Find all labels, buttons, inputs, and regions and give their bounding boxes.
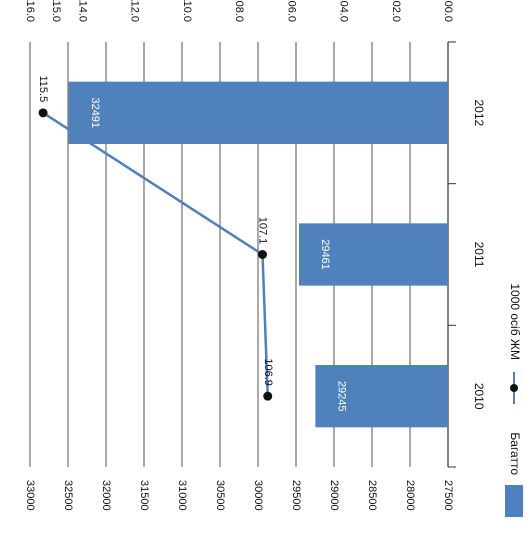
data-labels: 29245 29461 32491 106.9 107.1 115.5 xyxy=(37,75,347,411)
bar-series xyxy=(68,81,449,428)
legend-label-line: 1000 осіб ЖМ xyxy=(508,283,522,360)
secondary-tick-label: 112.0 xyxy=(129,0,141,22)
legend-swatch-bar xyxy=(505,485,523,517)
line-value-label: 115.5 xyxy=(37,75,49,102)
primary-tick-label: 32000 xyxy=(100,480,112,511)
primary-tick-label: 33000 xyxy=(24,480,36,511)
category-label: 2010 xyxy=(472,383,486,410)
bar xyxy=(298,223,448,286)
line-point xyxy=(258,250,268,259)
bar xyxy=(68,81,449,144)
primary-axis-ticks: 33000 32500 32000 31500 31000 30500 30000 29500… xyxy=(24,480,454,511)
primary-tick-label: 28500 xyxy=(366,480,378,511)
line-point xyxy=(263,391,273,401)
series-line xyxy=(42,111,269,397)
line-value-label: 107.1 xyxy=(257,217,269,245)
secondary-tick-label: 106.0 xyxy=(285,0,297,22)
primary-tick-label: 31500 xyxy=(138,480,150,511)
legend-label-bar: Багатто xyxy=(508,432,522,475)
secondary-tick-label: 108.0 xyxy=(233,0,245,22)
primary-tick-label: 27500 xyxy=(442,480,454,511)
category-axis-ticks: 2010 2011 2012 xyxy=(448,41,486,468)
category-label: 2012 xyxy=(472,99,486,126)
secondary-tick-label: 100.0 xyxy=(442,0,454,22)
legend-marker xyxy=(510,384,518,392)
line-series xyxy=(38,108,273,401)
secondary-tick-label: 102.0 xyxy=(390,0,402,22)
secondary-tick-label: 114.0 xyxy=(76,0,88,22)
legend: Багатто 1000 осіб ЖМ xyxy=(505,283,523,517)
category-label: 2011 xyxy=(472,242,486,268)
bar-value-label: 29245 xyxy=(335,381,347,412)
secondary-tick-label: 104.0 xyxy=(338,0,350,22)
bar-value-label: 32491 xyxy=(89,98,101,129)
primary-tick-label: 29500 xyxy=(290,480,302,511)
line-value-label: 106.9 xyxy=(262,358,274,386)
primary-tick-label: 30500 xyxy=(214,480,226,511)
primary-tick-label: 28000 xyxy=(404,480,416,511)
primary-tick-label: 32500 xyxy=(62,480,74,511)
secondary-axis-ticks: 116.0 115.0 114.0 112.0 110.0 108.0 106.0 104.0… xyxy=(24,0,454,22)
secondary-tick-label: 116.0 xyxy=(24,0,36,22)
line-point xyxy=(38,108,48,118)
primary-tick-label: 29000 xyxy=(328,480,340,511)
bar-value-label: 29461 xyxy=(319,239,331,270)
bar xyxy=(315,365,448,428)
primary-tick-label: 31000 xyxy=(176,480,188,511)
secondary-tick-label: 115.0 xyxy=(50,0,62,22)
secondary-tick-label: 110.0 xyxy=(181,0,193,22)
primary-tick-label: 30000 xyxy=(252,480,264,511)
